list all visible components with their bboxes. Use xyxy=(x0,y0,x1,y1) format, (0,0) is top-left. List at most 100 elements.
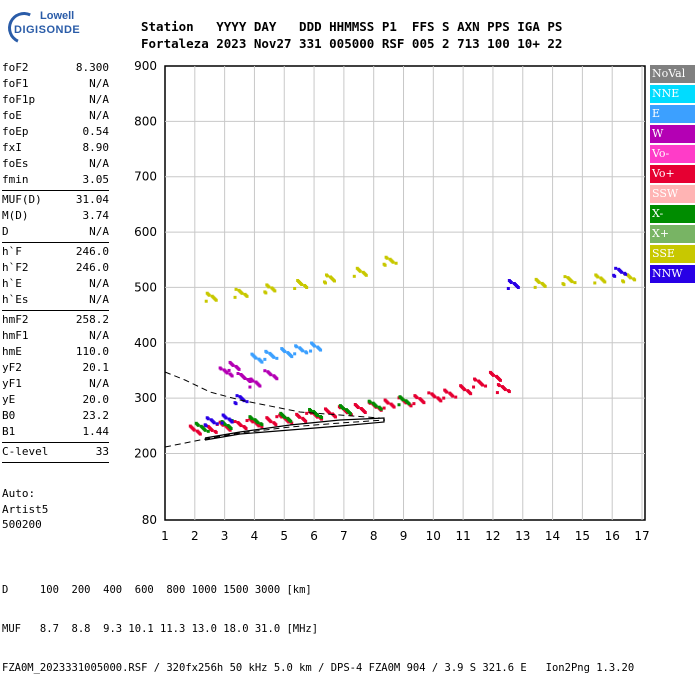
param-name: foEp xyxy=(2,125,29,138)
echo-point xyxy=(295,345,299,349)
echo-point xyxy=(215,422,219,426)
echo-point xyxy=(283,415,287,419)
x-tick-label: 3 xyxy=(221,529,229,543)
echo-point xyxy=(613,274,617,278)
echo-point xyxy=(206,417,210,421)
param-name: MUF(D) xyxy=(2,193,42,206)
x-tick-label: 6 xyxy=(310,529,318,543)
param-name: h`F2 xyxy=(2,261,29,274)
echo-point xyxy=(374,404,378,408)
param-row: B0 23.2 xyxy=(2,408,109,424)
echo-point xyxy=(498,378,502,382)
param-row: foEp 0.54 xyxy=(2,124,109,140)
legend-item: X- xyxy=(650,204,695,224)
echo-point xyxy=(280,415,284,419)
param-value: 258.2 xyxy=(75,313,109,326)
echo-point xyxy=(379,407,383,411)
legend-item: SSW xyxy=(650,184,695,204)
echo-point xyxy=(358,269,362,273)
y-tick-label: 900 xyxy=(134,59,157,73)
param-name: yF1 xyxy=(2,377,22,390)
echo-point xyxy=(484,384,488,388)
x-tick-label: 13 xyxy=(515,529,530,543)
echo-point xyxy=(327,411,331,415)
echo-point xyxy=(275,377,279,381)
auto-label: Auto: xyxy=(2,487,36,500)
param-value: 31.04 xyxy=(75,193,109,206)
param-value: 246.0 xyxy=(75,245,109,258)
echo-point xyxy=(300,283,304,286)
echo-point xyxy=(204,299,208,303)
param-value: N/A xyxy=(89,329,109,342)
echo-point xyxy=(224,416,228,420)
echo-point xyxy=(228,428,232,432)
echo-point xyxy=(198,432,202,436)
param-separator xyxy=(2,241,109,243)
echo-point xyxy=(603,280,607,284)
x-tick-label: 10 xyxy=(426,529,441,543)
echo-point xyxy=(382,406,386,410)
param-name: M(D) xyxy=(2,209,29,222)
echo-point xyxy=(234,287,238,291)
y-tick-label: 800 xyxy=(134,114,157,128)
param-name: hmE xyxy=(2,345,22,358)
legend-item: NNW xyxy=(650,264,695,284)
echo-point xyxy=(269,373,273,377)
echo-point xyxy=(214,430,218,434)
x-tick-label: 16 xyxy=(605,529,620,543)
echo-point xyxy=(212,421,216,425)
legend-item: NNE xyxy=(650,84,695,104)
param-row: B1 1.44 xyxy=(2,424,109,440)
echo-point xyxy=(481,383,485,387)
logo-digisonde-text: DIGISONDE xyxy=(14,24,81,36)
echo-point xyxy=(230,374,234,378)
param-name: yE xyxy=(2,393,16,406)
echo-point xyxy=(401,398,405,402)
echo-point xyxy=(596,275,600,279)
y-tick-label: 400 xyxy=(134,336,157,350)
echo-point xyxy=(397,403,401,407)
x-tick-label: 15 xyxy=(575,529,590,543)
param-name: B1 xyxy=(2,425,16,438)
param-value: N/A xyxy=(89,277,109,290)
echo-point xyxy=(319,348,323,352)
echo-point xyxy=(412,402,416,406)
echo-point xyxy=(506,287,510,290)
echo-point xyxy=(293,352,297,356)
footer-file-info: FZA0M_2023331005000.RSF / 320fx256h 50 k… xyxy=(2,662,635,674)
param-value: 3.74 xyxy=(82,209,110,222)
x-tick-label: 7 xyxy=(340,529,348,543)
echo-point xyxy=(563,275,567,279)
echo-point xyxy=(230,420,234,424)
y-tick-label: 600 xyxy=(134,225,157,239)
param-name: hmF1 xyxy=(2,329,29,342)
echo-point xyxy=(341,407,345,411)
param-row: yF2 20.1 xyxy=(2,360,109,376)
echo-point xyxy=(633,278,637,282)
param-row: yF1 N/A xyxy=(2,376,109,392)
echo-point xyxy=(442,396,446,400)
x-tick-label: 2 xyxy=(191,529,199,543)
echo-point xyxy=(245,400,249,404)
x-tick-label: 14 xyxy=(545,529,560,543)
echo-point xyxy=(313,344,317,348)
echo-point xyxy=(537,280,541,284)
y-tick-label: 300 xyxy=(134,391,157,405)
echo-point xyxy=(248,380,252,383)
echo-point xyxy=(316,415,320,419)
echo-point xyxy=(283,350,287,354)
echo-point xyxy=(233,420,237,424)
x-tick-label: 9 xyxy=(400,529,408,543)
echo-point xyxy=(543,284,547,288)
echo-point xyxy=(251,420,255,424)
echo-point xyxy=(231,363,235,367)
footer-muf-row: MUF 8.7 8.8 9.3 10.1 11.3 13.0 18.0 31.0… xyxy=(2,623,319,635)
echo-point xyxy=(491,373,495,377)
echo-point xyxy=(214,298,218,302)
profile-trace-upper xyxy=(164,371,381,419)
param-value: N/A xyxy=(89,293,109,306)
echo-point xyxy=(203,428,207,432)
ionogram-chart: 1 2 3 4 5 6 7 8 9 10 11 12 13 14 15 16 17802003004005006… xyxy=(134,59,650,543)
echo-point xyxy=(332,279,336,283)
param-value: 0.54 xyxy=(82,125,110,138)
